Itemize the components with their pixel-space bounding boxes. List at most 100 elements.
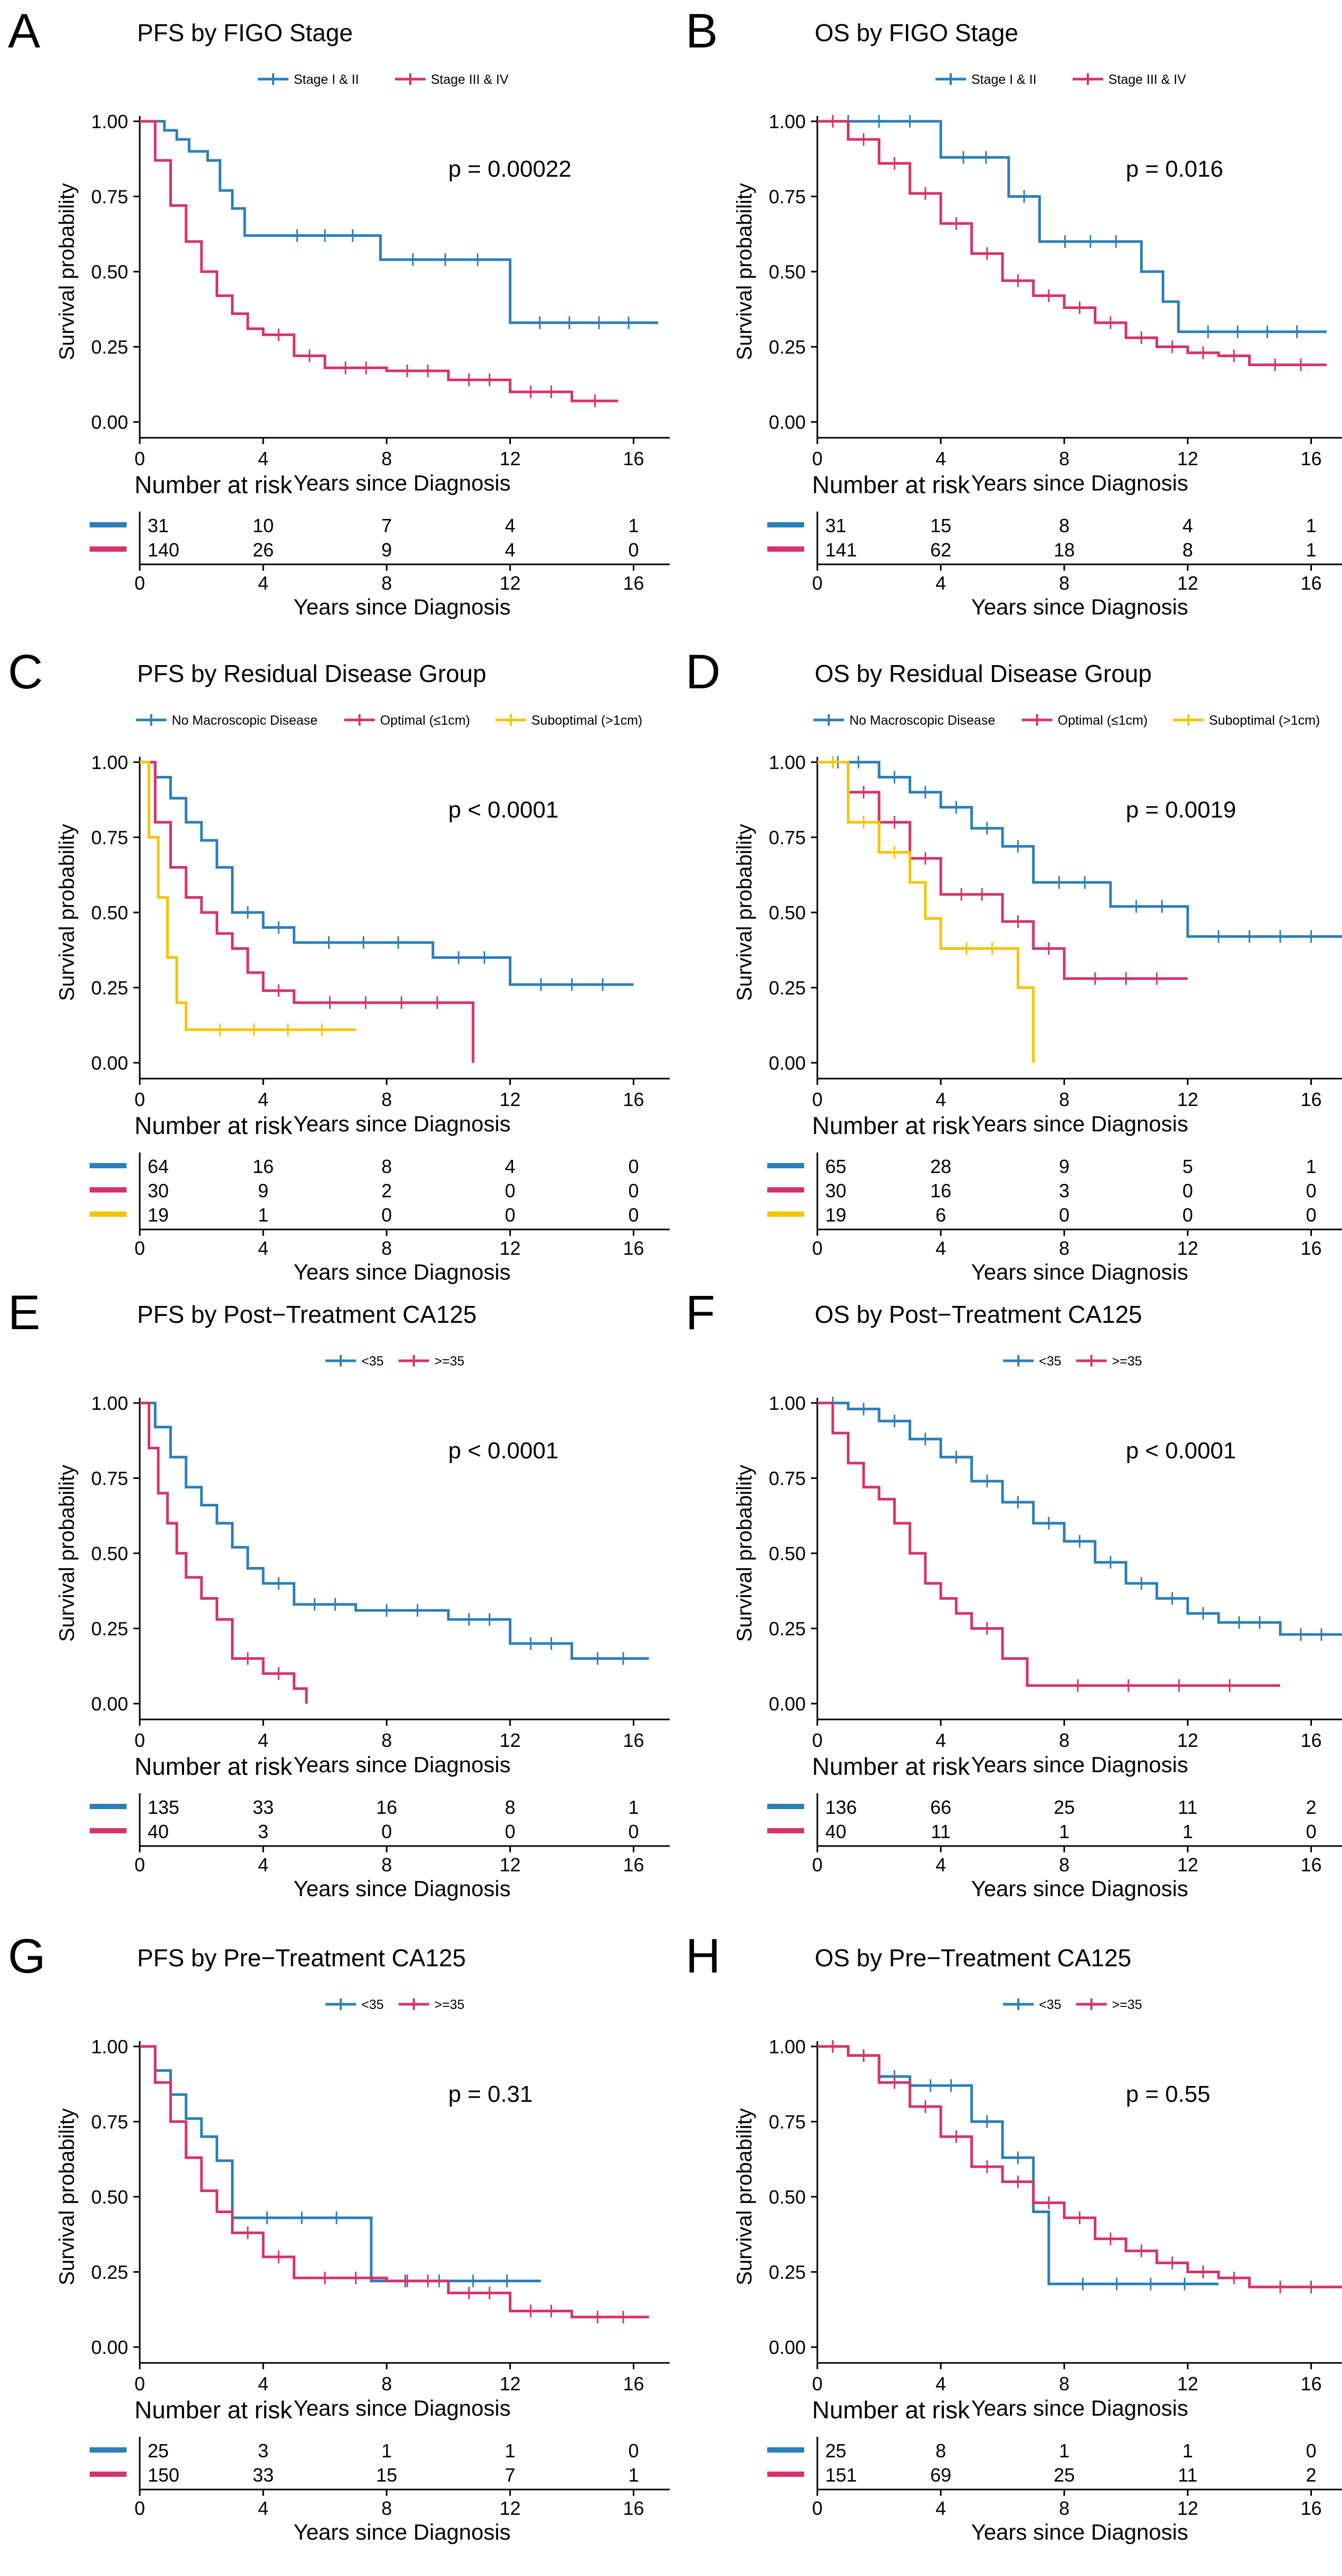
x-tick-label: 12	[1177, 1729, 1198, 1751]
panel-a: A PFS by FIGO Stage Stage I & II Stage III …	[8, 4, 670, 619]
legend: <35 >=35	[325, 1354, 465, 1369]
x-axis-label: Years since Diagnosis	[971, 1111, 1189, 1136]
risk-x-tick-label: 12	[1177, 1854, 1198, 1876]
legend-label-2: >=35	[435, 1354, 465, 1369]
panel-c: C PFS by Residual Disease Group No Macrosc…	[8, 645, 670, 1284]
risk-x-tick-label: 0	[812, 2497, 823, 2519]
p-value-annotation: p < 0.0001	[448, 1438, 558, 1464]
survival-curve-2	[140, 2045, 649, 2319]
risk-count: 8	[935, 2440, 946, 2462]
y-tick-label: 0.50	[91, 261, 128, 283]
x-axis-label: Years since Diagnosis	[971, 2396, 1189, 2420]
risk-table-title: Number at risk	[812, 1112, 970, 1139]
y-tick-label: 0.75	[91, 827, 128, 849]
risk-x-tick-label: 8	[381, 1237, 392, 1259]
x-axis-label: Years since Diagnosis	[294, 470, 511, 495]
x-tick-label: 8	[381, 1089, 392, 1110]
risk-x-axis-label: Years since Diagnosis	[294, 594, 511, 619]
legend-label-2: Optimal (≤1cm)	[380, 713, 470, 728]
risk-count: 25	[1054, 1796, 1075, 1818]
x-tick-label: 0	[134, 1729, 145, 1751]
chart-title: OS by FIGO Stage	[815, 19, 1018, 46]
x-tick-label: 12	[1177, 1089, 1198, 1110]
x-tick-label: 16	[1300, 2373, 1321, 2395]
legend-label-2: >=35	[435, 1997, 465, 2012]
risk-count: 4	[1182, 515, 1193, 536]
survival-curve-2	[140, 120, 619, 402]
p-value-annotation: p < 0.0001	[1126, 1438, 1236, 1464]
legend-label-1: Stage I & II	[971, 72, 1037, 87]
survival-curve-2	[140, 1401, 308, 1704]
y-axis-label: Survival probability	[733, 183, 756, 360]
risk-count: 31	[825, 515, 846, 536]
risk-x-tick-label: 0	[134, 1237, 145, 1259]
x-tick-label: 4	[935, 1089, 946, 1110]
risk-count: 1	[505, 2440, 515, 2462]
risk-count: 1	[1182, 1821, 1193, 1842]
legend-label-1: <35	[361, 1354, 383, 1369]
panel-g: G PFS by Pre−Treatment CA125 <35 >=35 0.00 0.…	[8, 1929, 670, 2544]
risk-count: 4	[505, 1156, 515, 1177]
risk-count: 1	[1059, 1821, 1069, 1842]
risk-x-axis-label: Years since Diagnosis	[971, 2520, 1189, 2544]
risk-count: 3	[258, 2440, 268, 2462]
y-tick-label: 1.00	[769, 111, 806, 132]
risk-count: 0	[1306, 1204, 1316, 1226]
risk-count: 25	[825, 2440, 846, 2462]
x-tick-label: 16	[623, 448, 644, 469]
y-tick-label: 1.00	[769, 752, 806, 773]
risk-x-tick-label: 16	[623, 1237, 644, 1259]
risk-count: 6	[935, 1204, 946, 1226]
risk-x-tick-label: 16	[623, 2497, 644, 2519]
y-tick-label: 0.00	[91, 2337, 128, 2358]
risk-count: 136	[825, 1796, 857, 1818]
risk-x-tick-label: 4	[935, 2497, 946, 2519]
risk-count: 0	[1182, 1204, 1193, 1226]
survival-curve-1	[140, 761, 634, 986]
risk-x-tick-label: 16	[1300, 572, 1321, 594]
risk-x-tick-label: 0	[812, 1854, 823, 1876]
risk-count: 18	[1054, 539, 1075, 561]
x-axis-label: Years since Diagnosis	[971, 470, 1189, 495]
risk-count: 69	[930, 2464, 951, 2486]
risk-x-tick-label: 4	[258, 2497, 268, 2519]
risk-count: 4	[505, 515, 515, 536]
x-tick-label: 0	[134, 1089, 145, 1110]
risk-count: 0	[1306, 1821, 1316, 1842]
risk-x-tick-label: 0	[812, 1237, 823, 1259]
y-tick-label: 0.25	[769, 337, 806, 358]
survival-curve-3	[140, 761, 356, 1031]
survival-curve-2	[817, 761, 1188, 980]
y-tick-label: 0.00	[769, 2337, 806, 2358]
panel-f: F OS by Post−Treatment CA125 <35 >=35 0.00 0.…	[686, 1286, 1342, 1901]
x-axis-label: Years since Diagnosis	[971, 1752, 1189, 1777]
chart-title: PFS by Pre−Treatment CA125	[137, 1944, 466, 1972]
legend-label-2: Stage III & IV	[431, 72, 509, 87]
y-tick-label: 0.75	[769, 827, 806, 849]
risk-count: 0	[628, 1821, 639, 1842]
y-tick-label: 0.00	[91, 1693, 128, 1715]
legend-label-1: No Macroscopic Disease	[849, 713, 996, 728]
y-tick-label: 0.00	[769, 1052, 806, 1074]
panel-letter: H	[686, 1929, 720, 1983]
risk-count: 25	[1054, 2464, 1075, 2486]
x-tick-label: 8	[381, 2373, 392, 2395]
chart-title: PFS by Post−Treatment CA125	[137, 1301, 477, 1328]
y-axis-label: Survival probability	[733, 2108, 756, 2285]
risk-count: 19	[825, 1204, 846, 1226]
risk-table-title: Number at risk	[134, 1753, 293, 1780]
p-value-annotation: p = 0.55	[1126, 2081, 1210, 2107]
risk-count: 33	[253, 2464, 274, 2486]
legend: Stage I & II Stage III & IV	[935, 72, 1186, 87]
risk-count: 0	[1059, 1204, 1069, 1226]
y-tick-label: 1.00	[91, 2036, 128, 2058]
risk-count: 0	[381, 1821, 392, 1842]
panel-d: D OS by Residual Disease Group No Macrosco…	[686, 645, 1342, 1284]
y-tick-label: 0.25	[91, 337, 128, 358]
risk-x-tick-label: 16	[1300, 1237, 1321, 1259]
legend: No Macroscopic Disease Optimal (≤1cm) Subo…	[136, 713, 642, 728]
risk-count: 16	[930, 1180, 951, 1202]
risk-x-tick-label: 8	[1059, 1854, 1069, 1876]
risk-count: 16	[253, 1156, 274, 1177]
risk-count: 28	[930, 1156, 951, 1177]
